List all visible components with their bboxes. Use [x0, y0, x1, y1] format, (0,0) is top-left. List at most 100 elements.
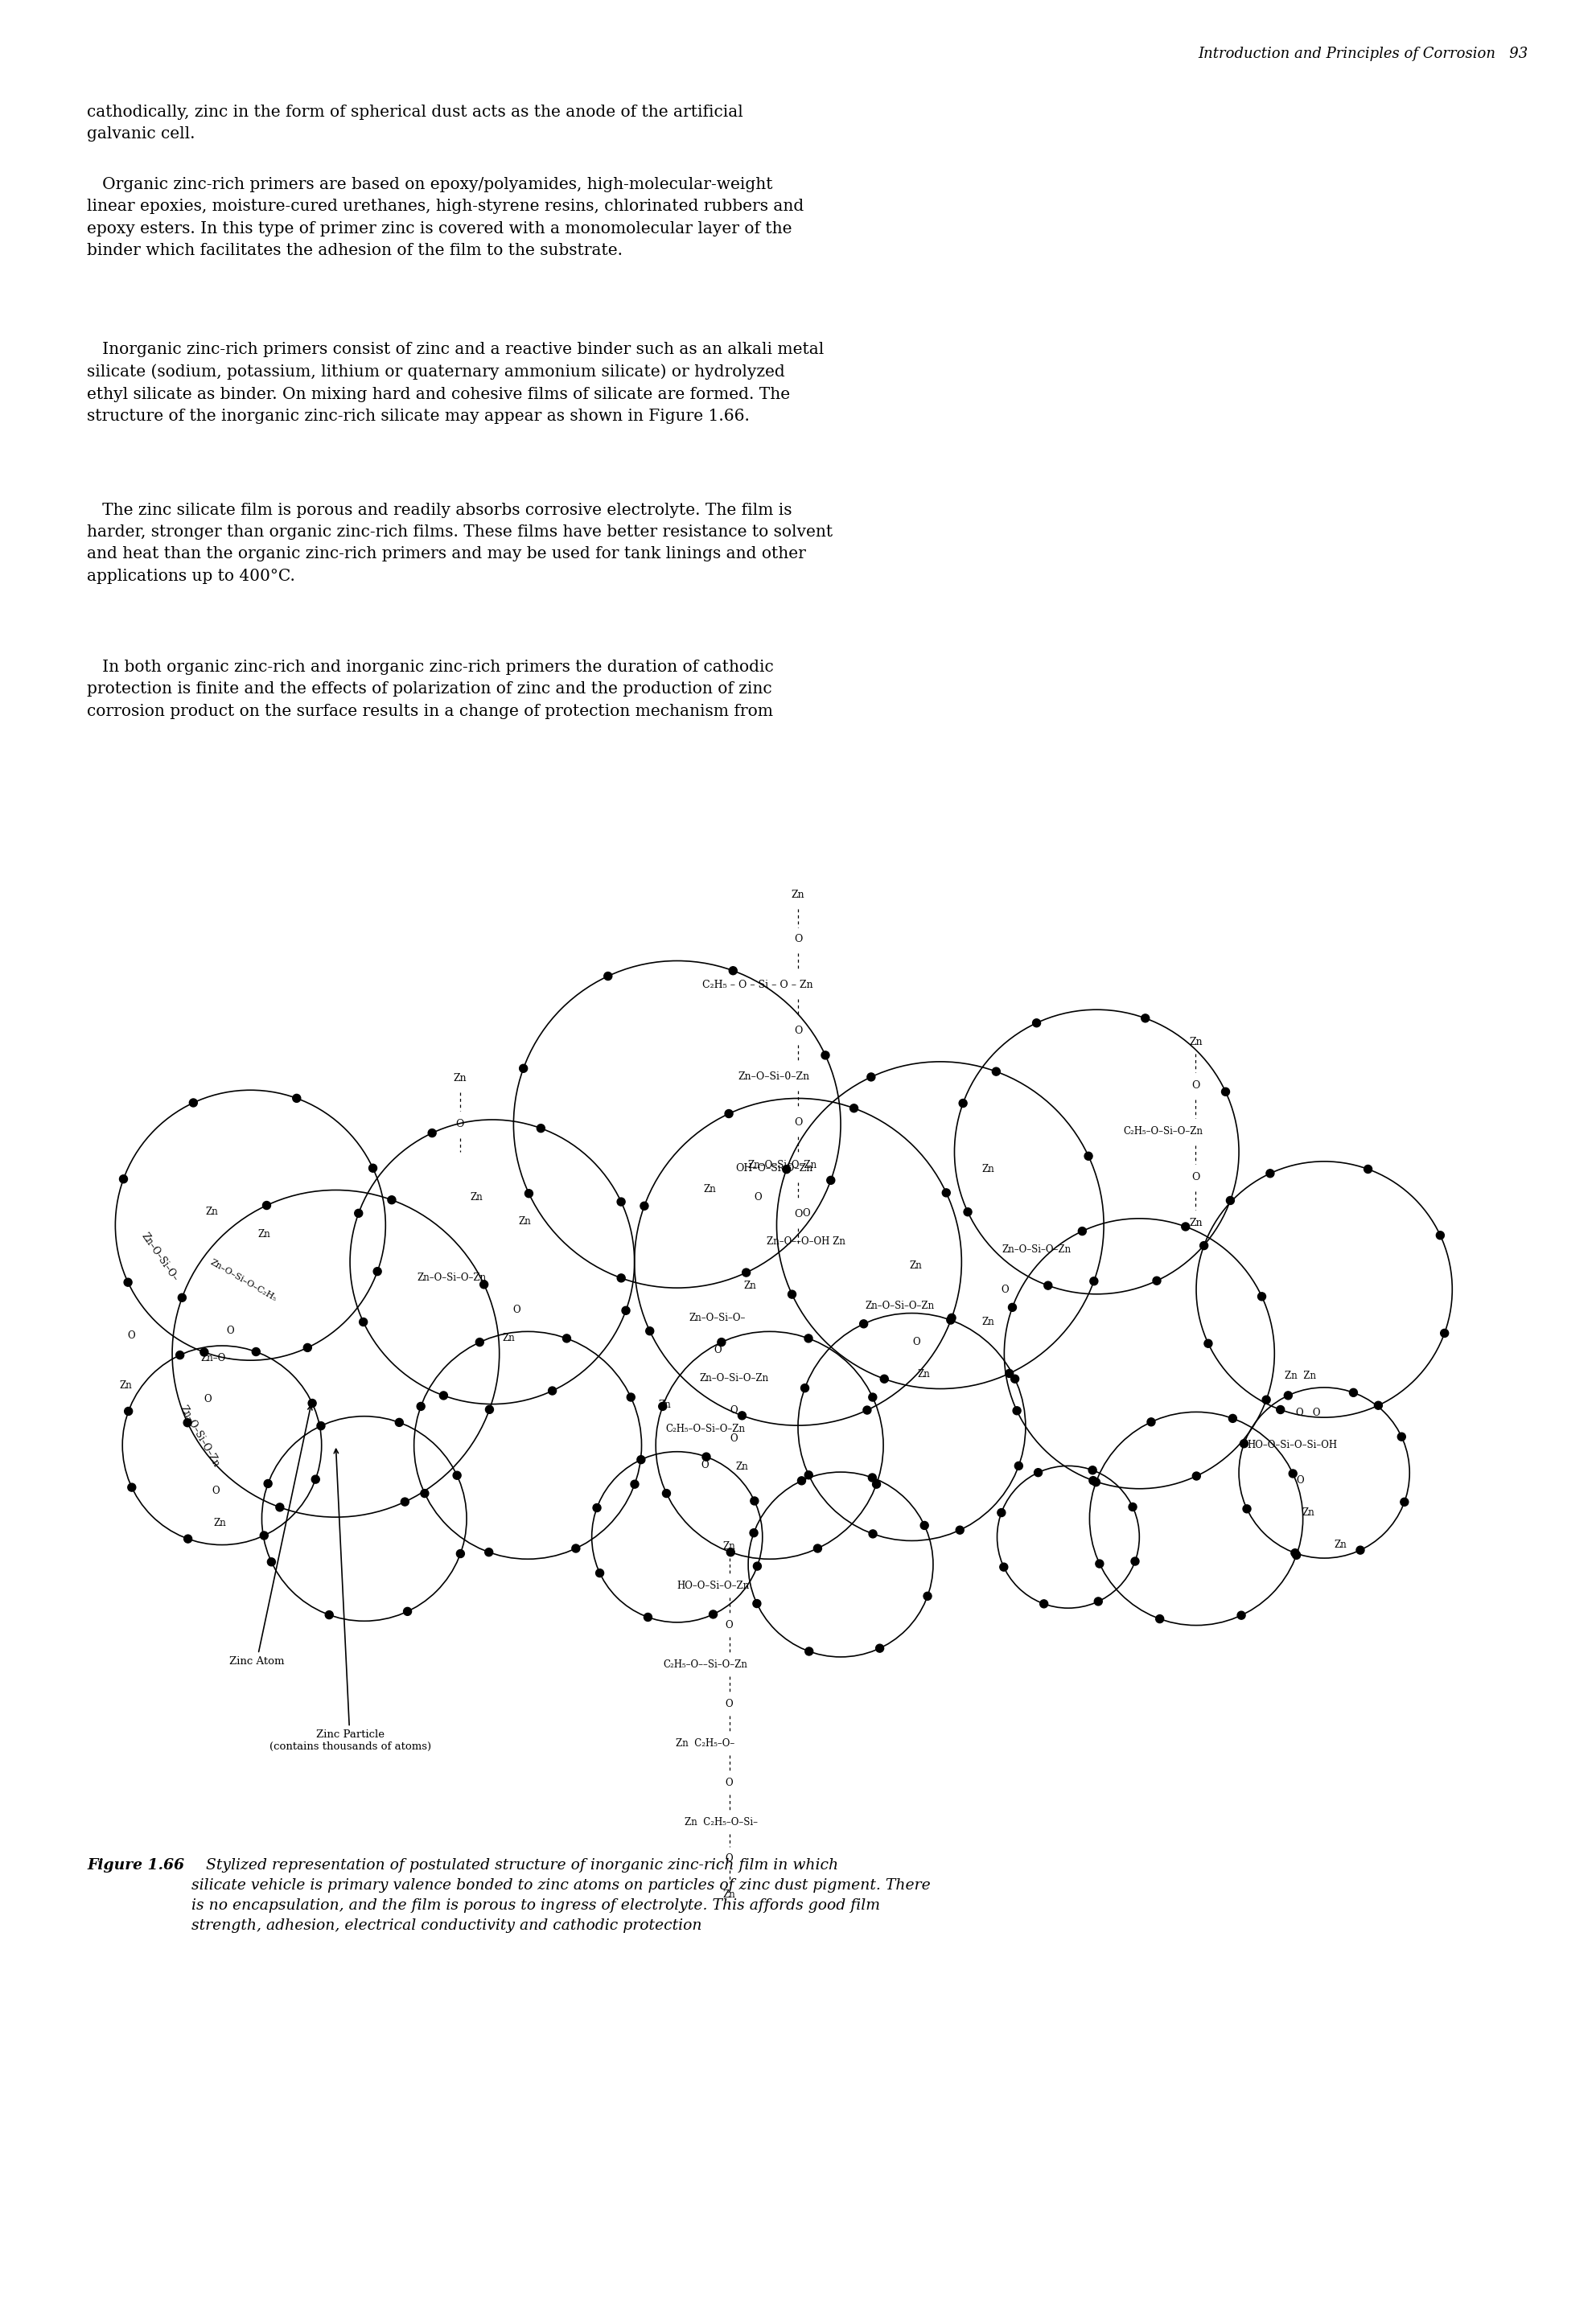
Circle shape	[1349, 1389, 1358, 1396]
Circle shape	[303, 1343, 311, 1352]
Circle shape	[1205, 1340, 1213, 1347]
Text: O: O	[128, 1331, 136, 1340]
Circle shape	[369, 1164, 377, 1171]
Text: Zn: Zn	[723, 1890, 736, 1899]
Circle shape	[1221, 1088, 1229, 1097]
Circle shape	[868, 1394, 876, 1401]
Circle shape	[592, 1503, 602, 1512]
Text: Zn–O–: Zn–O–	[201, 1352, 230, 1364]
Text: Inorganic zinc-rich primers consist of zinc and a reactive binder such as an alk: Inorganic zinc-rich primers consist of z…	[86, 341, 824, 424]
Circle shape	[176, 1352, 184, 1359]
Circle shape	[1192, 1473, 1200, 1480]
Text: O: O	[753, 1192, 761, 1204]
Text: Zn: Zn	[257, 1229, 270, 1241]
Circle shape	[814, 1544, 822, 1551]
Text: Zn  Zn: Zn Zn	[1285, 1371, 1315, 1382]
Text: O: O	[227, 1326, 235, 1336]
Circle shape	[263, 1480, 271, 1489]
Circle shape	[439, 1391, 447, 1401]
Circle shape	[753, 1600, 761, 1607]
Circle shape	[640, 1201, 648, 1211]
Circle shape	[373, 1268, 381, 1275]
Circle shape	[1148, 1417, 1156, 1426]
Text: O: O	[726, 1619, 733, 1630]
Circle shape	[549, 1387, 557, 1394]
Circle shape	[536, 1125, 544, 1132]
Circle shape	[1258, 1292, 1266, 1301]
Circle shape	[659, 1403, 667, 1410]
Circle shape	[128, 1484, 136, 1491]
Text: Zn: Zn	[1189, 1217, 1202, 1229]
Text: Zn: Zn	[1302, 1507, 1315, 1519]
Text: Zn: Zn	[206, 1206, 219, 1217]
Circle shape	[1357, 1547, 1365, 1554]
Text: Zn: Zn	[918, 1368, 930, 1380]
Circle shape	[417, 1403, 425, 1410]
Circle shape	[308, 1398, 316, 1408]
Text: Zinc Particle
(contains thousands of atoms): Zinc Particle (contains thousands of ato…	[270, 1449, 431, 1753]
Text: Zn–O–Si–O–Zn: Zn–O–Si–O–Zn	[747, 1160, 817, 1171]
Circle shape	[868, 1473, 876, 1482]
Text: O: O	[729, 1433, 737, 1445]
Text: Zn–O–Si–O–Zn: Zn–O–Si–O–Zn	[1002, 1243, 1071, 1255]
Text: Zn–O–Si–0–Zn: Zn–O–Si–0–Zn	[737, 1071, 809, 1083]
Text: O: O	[726, 1779, 733, 1788]
Circle shape	[263, 1201, 271, 1211]
Text: Zn–O–Si–O–Zn: Zn–O–Si–O–Zn	[865, 1301, 935, 1310]
Circle shape	[1285, 1391, 1293, 1398]
Text: O: O	[212, 1486, 220, 1496]
Text: O: O	[726, 1853, 733, 1864]
Circle shape	[396, 1419, 404, 1426]
Circle shape	[311, 1475, 319, 1484]
Text: O: O	[204, 1394, 211, 1405]
Text: Zn: Zn	[704, 1185, 717, 1194]
Circle shape	[571, 1544, 579, 1551]
Circle shape	[1041, 1600, 1049, 1607]
Circle shape	[622, 1306, 630, 1315]
Text: Zn: Zn	[1189, 1037, 1202, 1048]
Circle shape	[662, 1489, 670, 1498]
Text: Zn  C₂H₅–O–Si–: Zn C₂H₅–O–Si–	[685, 1818, 758, 1827]
Circle shape	[1290, 1470, 1298, 1477]
Text: O: O	[713, 1345, 721, 1357]
Text: Zn: Zn	[723, 1540, 736, 1551]
Text: Zn–O–Si–O–C₂H₅: Zn–O–Si–O–C₂H₅	[209, 1257, 278, 1303]
Text: O   O: O O	[1296, 1408, 1320, 1417]
Text: O: O	[1192, 1173, 1200, 1183]
Circle shape	[646, 1326, 654, 1336]
Circle shape	[525, 1190, 533, 1197]
Circle shape	[804, 1646, 812, 1656]
Circle shape	[737, 1412, 745, 1419]
Circle shape	[1084, 1153, 1093, 1160]
Circle shape	[485, 1405, 493, 1415]
Circle shape	[1013, 1408, 1021, 1415]
Text: O: O	[729, 1405, 737, 1417]
Circle shape	[1262, 1396, 1270, 1403]
Circle shape	[798, 1477, 806, 1484]
Circle shape	[868, 1531, 876, 1537]
Text: O: O	[701, 1461, 709, 1470]
Circle shape	[1095, 1561, 1103, 1568]
Circle shape	[627, 1394, 635, 1401]
Circle shape	[867, 1074, 875, 1081]
Text: O: O	[726, 1698, 733, 1709]
Circle shape	[1090, 1278, 1098, 1285]
Text: O: O	[512, 1306, 520, 1315]
Circle shape	[456, 1549, 464, 1558]
Circle shape	[750, 1496, 758, 1505]
Circle shape	[999, 1563, 1007, 1570]
Circle shape	[1005, 1371, 1013, 1377]
Circle shape	[1009, 1303, 1017, 1313]
Circle shape	[637, 1456, 645, 1463]
Circle shape	[851, 1104, 859, 1113]
Text: Zn: Zn	[736, 1461, 749, 1473]
Circle shape	[326, 1612, 334, 1619]
Circle shape	[873, 1480, 881, 1489]
Text: OH–O–Si–O–Zn: OH–O–Si–O–Zn	[736, 1164, 812, 1173]
Circle shape	[428, 1129, 436, 1136]
Text: Zn–O–Si–O–Zn: Zn–O–Si–O–Zn	[177, 1403, 222, 1468]
Circle shape	[404, 1607, 412, 1616]
Circle shape	[252, 1347, 260, 1357]
Text: O: O	[456, 1120, 464, 1129]
Circle shape	[1436, 1231, 1444, 1238]
